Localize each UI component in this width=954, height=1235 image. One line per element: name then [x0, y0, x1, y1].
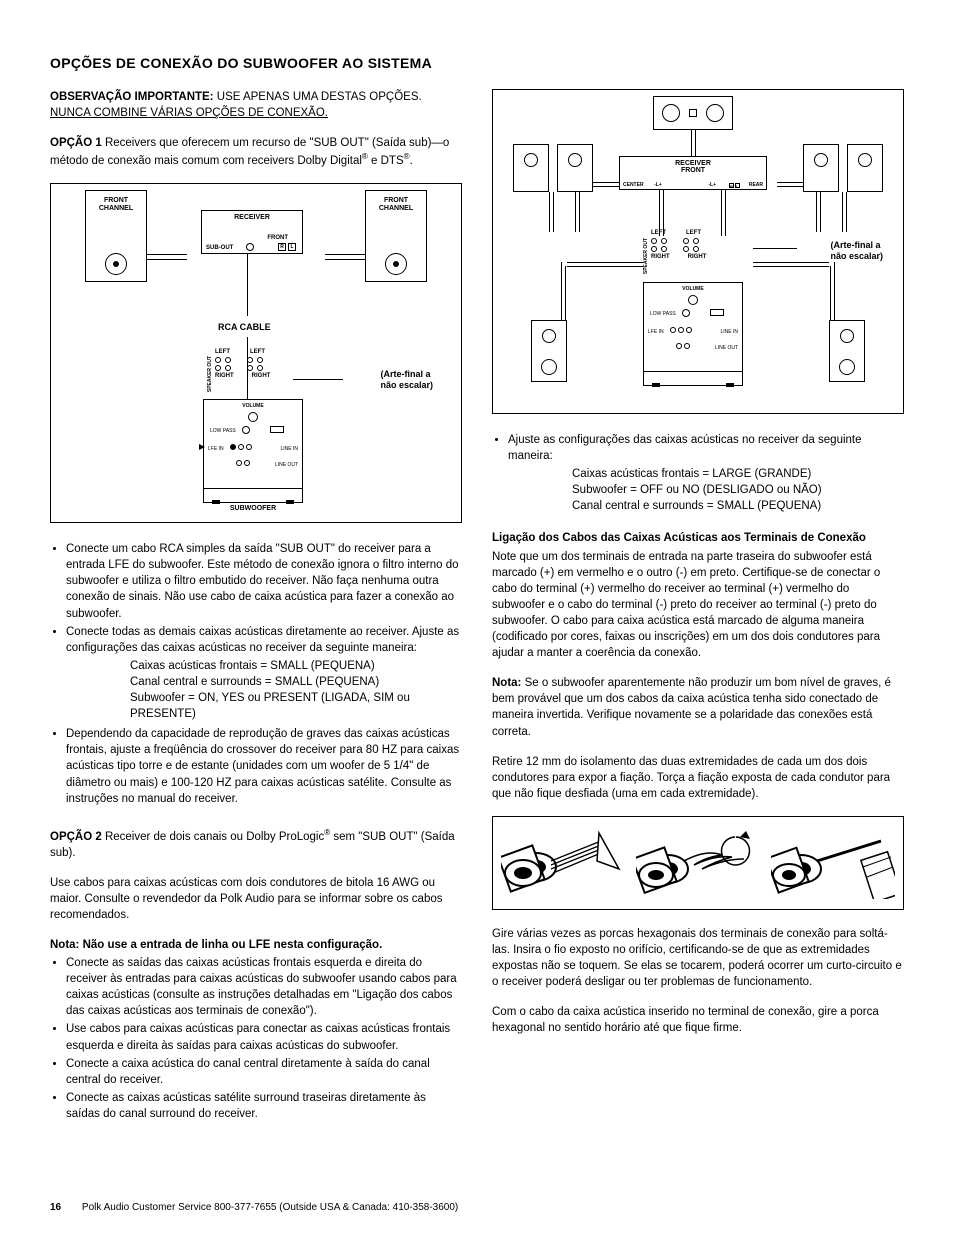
diagram-option-2: RECEIVERFRONT CENTER REAR -L+ -L+ RL [492, 89, 904, 414]
diag2-right2: RIGHT [688, 254, 707, 260]
option1-bullets-b: Dependendo da capacidade de reprodução d… [50, 726, 462, 806]
obs-label: OBSERVAÇÃO IMPORTANTE: [50, 91, 214, 103]
nota2: Nota: Não use a entrada de linha ou LFE … [50, 937, 462, 953]
diag1-art-label: (Arte-final anão escalar) [380, 369, 433, 391]
nota-r-label: Nota: [492, 677, 521, 689]
diagram-option-1: FRONTCHANNEL FRONTCHANNEL RECEIVER SUB-O… [50, 183, 462, 523]
diag2-rear: REAR [749, 182, 763, 188]
nota-r-text: Se o subwoofer aparentemente não produzi… [492, 677, 891, 737]
diag1-spk-out: SPEAKER OUT [207, 356, 213, 392]
rs1-1: Caixas acústicas frontais = LARGE (GRAND… [572, 466, 904, 482]
right-bullets-1: Ajuste as configurações das caixas acúst… [492, 432, 904, 464]
o1-s2: Canal central e surrounds = SMALL (PEQUE… [130, 674, 462, 690]
para-r4: Com o cabo da caixa acústica inserido no… [492, 1004, 904, 1036]
option-2-intro: OPÇÃO 2 Receiver de dois canais ou Dolby… [50, 827, 462, 861]
diag1-lowpass: LOW PASS [210, 428, 236, 434]
o1-s3: Subwoofer = ON, YES ou PRESENT (LIGADA, … [130, 690, 462, 722]
nota2-title: Nota: Não use a entrada de linha ou LFE … [50, 939, 382, 951]
opt2-text: Receiver de dois canais ou Dolby ProLogi… [102, 831, 324, 843]
diag2-receiver: RECEIVERFRONT [620, 157, 766, 174]
diag1-receiver-label: RECEIVER [202, 211, 302, 221]
o1-s1: Caixas acústicas frontais = SMALL (PEQUE… [130, 658, 462, 674]
diag1-front-label: FRONT [267, 235, 288, 241]
rs1-3: Canal central e surrounds = SMALL (PEQUE… [572, 498, 904, 514]
diag1-l: L [288, 243, 296, 251]
option1-bullets: Conecte um cabo RCA simples da saída "SU… [50, 541, 462, 656]
diag1-lfein: LFE IN [208, 446, 224, 452]
diag1-subwoofer-label: SUBWOOFER [203, 505, 303, 512]
diag1-front-left: FRONTCHANNEL [86, 191, 146, 212]
o2-b3: Conecte a caixa acústica do canal centra… [66, 1056, 462, 1088]
diag2-left: LEFT [651, 230, 666, 236]
diag1-lineout: LINE OUT [275, 462, 298, 468]
diag1-right-lbl: LEFT [250, 349, 265, 355]
twist-icon [636, 827, 760, 899]
diag2-left2: LEFT [686, 230, 701, 236]
option-1-intro: OPÇÃO 1 Receivers que oferecem um recurs… [50, 135, 462, 169]
option2-bullets: Conecte as saídas das caixas acústicas f… [50, 955, 462, 1122]
rs1-2: Subwoofer = OFF ou NO (DESLIGADO ou NÃO) [572, 482, 904, 498]
diag1-linein: LINE IN [280, 446, 298, 452]
diag2-linein: LINE IN [720, 329, 738, 335]
o1b-b1: Dependendo da capacidade de reprodução d… [66, 726, 462, 806]
para-r3: Gire várias vezes as porcas hexagonais d… [492, 926, 904, 990]
section-r-title: Ligação dos Cabos das Caixas Acústicas a… [492, 532, 866, 544]
diag1-rca-label: RCA CABLE [218, 322, 271, 333]
diag2-center: CENTER [623, 182, 644, 188]
diag1-right: RIGHT [215, 373, 234, 379]
obs-text-1: USE APENAS UMA DESTAS OPÇÕES. [214, 91, 422, 103]
diag2-right: RIGHT [651, 254, 670, 260]
strip-icon [501, 827, 625, 899]
footer-page-num: 16 [50, 1202, 61, 1213]
diag2-lowpass: LOW PASS [650, 311, 676, 317]
para-r2: Retire 12 mm do isolamento das duas extr… [492, 754, 904, 802]
o2-b4: Conecte as caixas acústicas satélite sur… [66, 1090, 462, 1122]
right-settings-1: Caixas acústicas frontais = LARGE (GRAND… [492, 466, 904, 514]
option1-settings: Caixas acústicas frontais = SMALL (PEQUE… [50, 658, 462, 722]
opt1-text-trail: e DTS [368, 155, 404, 167]
diag1-right2: RIGHT [252, 373, 271, 379]
nota-r: Nota: Se o subwoofer aparentemente não p… [492, 675, 904, 739]
right-column: RECEIVERFRONT CENTER REAR -L+ -L+ RL [492, 89, 904, 1136]
para-r1: Note que um dos terminais de entrada na … [492, 549, 904, 662]
diag1-volume: VOLUME [204, 403, 302, 409]
diag1-left: LEFT [215, 349, 230, 355]
r1-b1: Ajuste as configurações das caixas acúst… [508, 432, 904, 464]
opt2-label: OPÇÃO 2 [50, 831, 102, 843]
footer-text: Polk Audio Customer Service 800-377-7655… [82, 1202, 458, 1213]
insert-icon [771, 827, 895, 899]
diag1-r: R [278, 243, 286, 251]
o2-b1: Conecte as saídas das caixas acústicas f… [66, 955, 462, 1019]
page-footer: 16 Polk Audio Customer Service 800-377-7… [50, 1202, 458, 1213]
opt1-label: OPÇÃO 1 [50, 137, 102, 149]
diag2-volume: VOLUME [644, 286, 742, 292]
important-note: OBSERVAÇÃO IMPORTANTE: USE APENAS UMA DE… [50, 89, 462, 121]
o1-b2: Conecte todas as demais caixas acústicas… [66, 624, 462, 656]
diag1-subout-label: SUB-OUT [206, 245, 233, 251]
wire-prep-illustration [492, 816, 904, 910]
obs-text-2: NUNCA COMBINE VÁRIAS OPÇÕES DE CONEXÃO. [50, 107, 328, 119]
opt2-para: Use cabos para caixas acústicas com dois… [50, 875, 462, 923]
left-column: OBSERVAÇÃO IMPORTANTE: USE APENAS UMA DE… [50, 89, 462, 1136]
page-title: OPÇÕES DE CONEXÃO DO SUBWOOFER AO SISTEM… [50, 55, 904, 71]
diag2-art-label: (Arte-final anão escalar) [830, 240, 883, 262]
diag2-lineout: LINE OUT [715, 345, 738, 351]
o2-b2: Use cabos para caixas acústicas para con… [66, 1021, 462, 1053]
diag1-front-right: FRONTCHANNEL [366, 191, 426, 212]
diag2-spk-out: SPEAKER OUT [643, 238, 649, 274]
o1-b1: Conecte um cabo RCA simples da saída "SU… [66, 541, 462, 621]
diag2-lfein: LFE IN [648, 329, 664, 335]
section-r-title-block: Ligação dos Cabos das Caixas Acústicas a… [492, 530, 904, 546]
